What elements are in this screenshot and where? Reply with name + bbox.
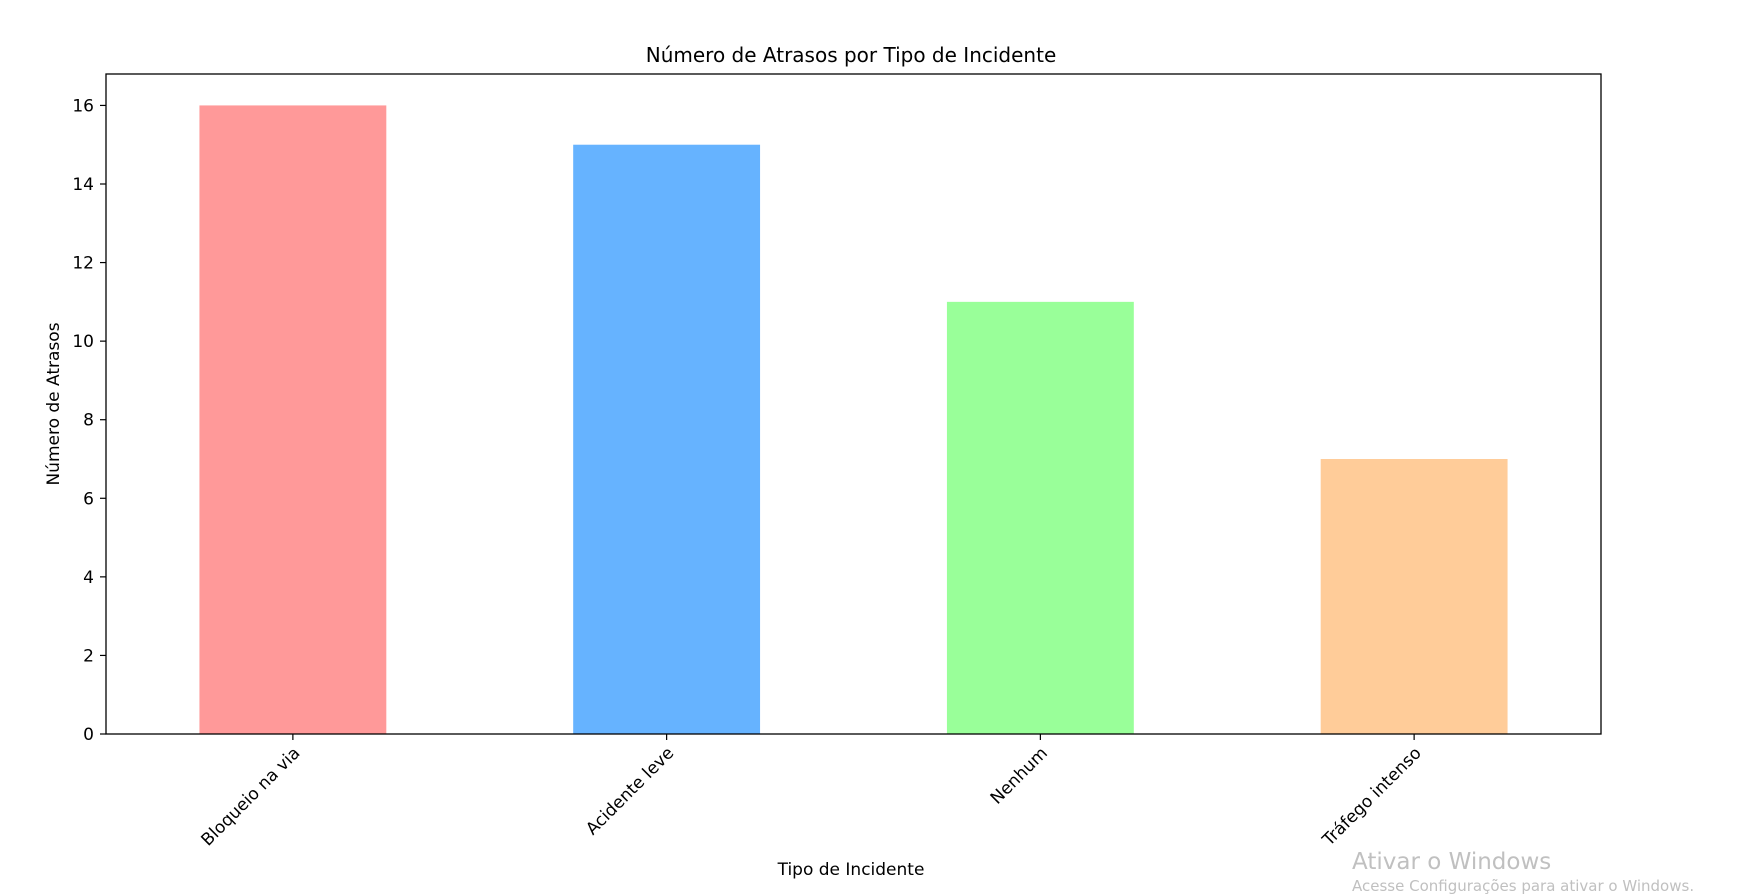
y-tick-label-7: 14	[72, 175, 94, 195]
plot-frame	[105, 73, 1602, 735]
x-tick-label-3: Tráfego intenso	[1318, 743, 1425, 850]
y-tick-label-6: 12	[72, 254, 94, 274]
bar-3	[1320, 459, 1508, 734]
chart-title: Número de Atrasos por Tipo de Incidente	[646, 43, 1057, 67]
x-tick-label-0: Bloqueio na via	[198, 743, 305, 850]
y-tick-label-8: 16	[72, 96, 94, 116]
bar-1	[573, 144, 761, 734]
y-tick-label-0: 0	[83, 725, 94, 745]
watermark-subtitle: Acesse Configurações para ativar o Windo…	[1352, 877, 1695, 895]
y-axis-label: Número de Atrasos	[44, 322, 64, 485]
y-tick-label-1: 2	[83, 646, 94, 666]
bars-group	[199, 105, 1508, 734]
watermark-title: Ativar o Windows	[1352, 849, 1552, 875]
y-axis: 0 2 4 6 8 10 12 14 16	[72, 96, 106, 745]
y-tick-label-4: 8	[83, 411, 94, 431]
x-tick-label-1: Acidente leve	[582, 743, 678, 839]
bar-0	[199, 105, 387, 734]
x-tick-label-2: Nenhum	[987, 743, 1052, 808]
y-tick-label-2: 4	[83, 568, 94, 588]
y-tick-label-3: 6	[83, 489, 94, 509]
windows-activation-watermark: Ativar o Windows Acesse Configurações pa…	[1352, 848, 1694, 896]
x-axis-label: Tipo de Incidente	[777, 860, 925, 880]
x-axis: Bloqueio na via Acidente leve Nenhum Tráfeg…	[198, 734, 1426, 851]
bar-2	[946, 301, 1134, 734]
y-tick-label-5: 10	[72, 332, 94, 352]
